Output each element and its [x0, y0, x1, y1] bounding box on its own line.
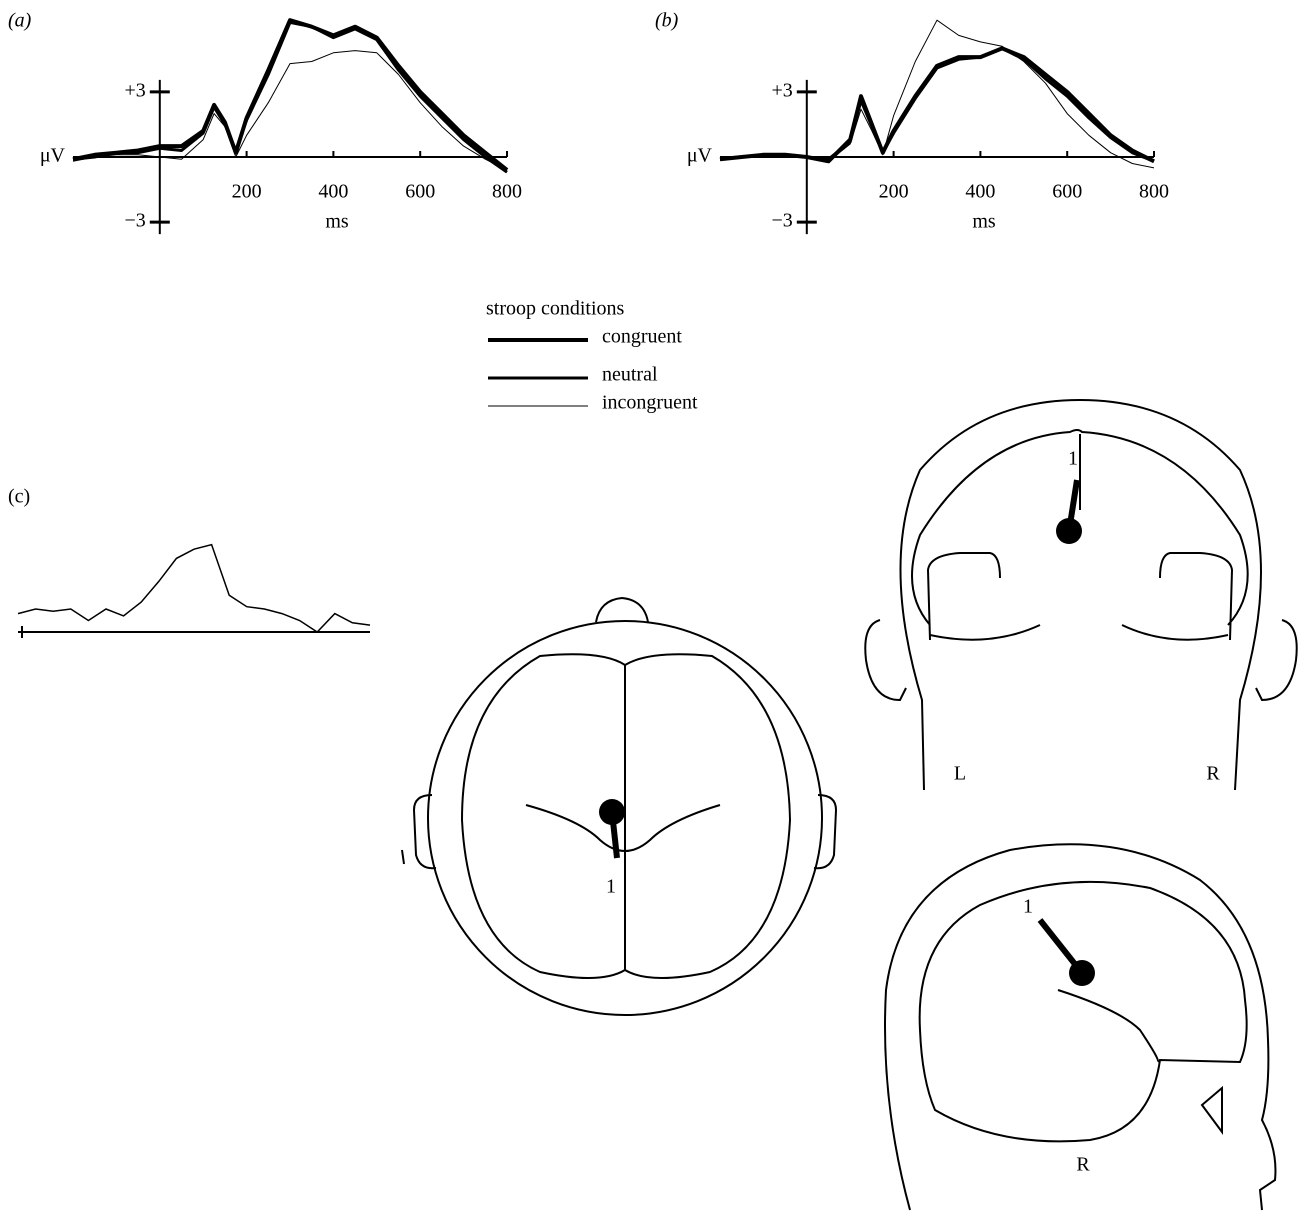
x-tick-label: 400	[965, 181, 995, 203]
y-tick-label: +3	[125, 79, 146, 101]
figure: stroop conditions 1 1 L R	[0, 0, 1303, 1213]
x-axis-label: ms	[325, 211, 349, 233]
series-line	[720, 48, 1154, 161]
y-tick-label: −3	[125, 210, 146, 232]
side-label: R	[1076, 1154, 1090, 1176]
legend-label: neutral	[602, 364, 658, 386]
panel-label: (c)	[8, 486, 30, 508]
x-tick-label: 200	[879, 181, 909, 203]
y-axis-label: μV	[687, 145, 713, 167]
head-side-view: 1 R	[885, 844, 1275, 1210]
x-tick-label: 600	[405, 181, 435, 203]
electrode-label: 1	[1023, 896, 1033, 918]
x-tick-label: 400	[318, 181, 348, 203]
x-tick-label: 200	[232, 181, 262, 203]
x-tick-label: 800	[492, 181, 522, 203]
y-tick-label: +3	[772, 79, 793, 101]
y-tick-label: −3	[772, 210, 793, 232]
side-label: R	[1206, 763, 1220, 785]
legend-title: stroop conditions	[486, 298, 625, 320]
trace-line	[18, 545, 370, 632]
y-axis-label: μV	[40, 145, 66, 167]
panel-label: (a)	[8, 10, 32, 32]
electrode-label: 1	[1068, 448, 1078, 470]
head-front-view: 1 L R	[865, 400, 1296, 790]
electrode-label: 1	[606, 876, 616, 898]
x-axis-label: ms	[972, 211, 996, 233]
side-label: L	[954, 763, 966, 785]
head-top-view: 1	[402, 598, 836, 1015]
legend-label: congruent	[602, 326, 682, 348]
legend-label: incongruent	[602, 392, 698, 414]
x-tick-label: 800	[1139, 181, 1169, 203]
x-tick-label: 600	[1052, 181, 1082, 203]
panel-label: (b)	[655, 10, 679, 32]
